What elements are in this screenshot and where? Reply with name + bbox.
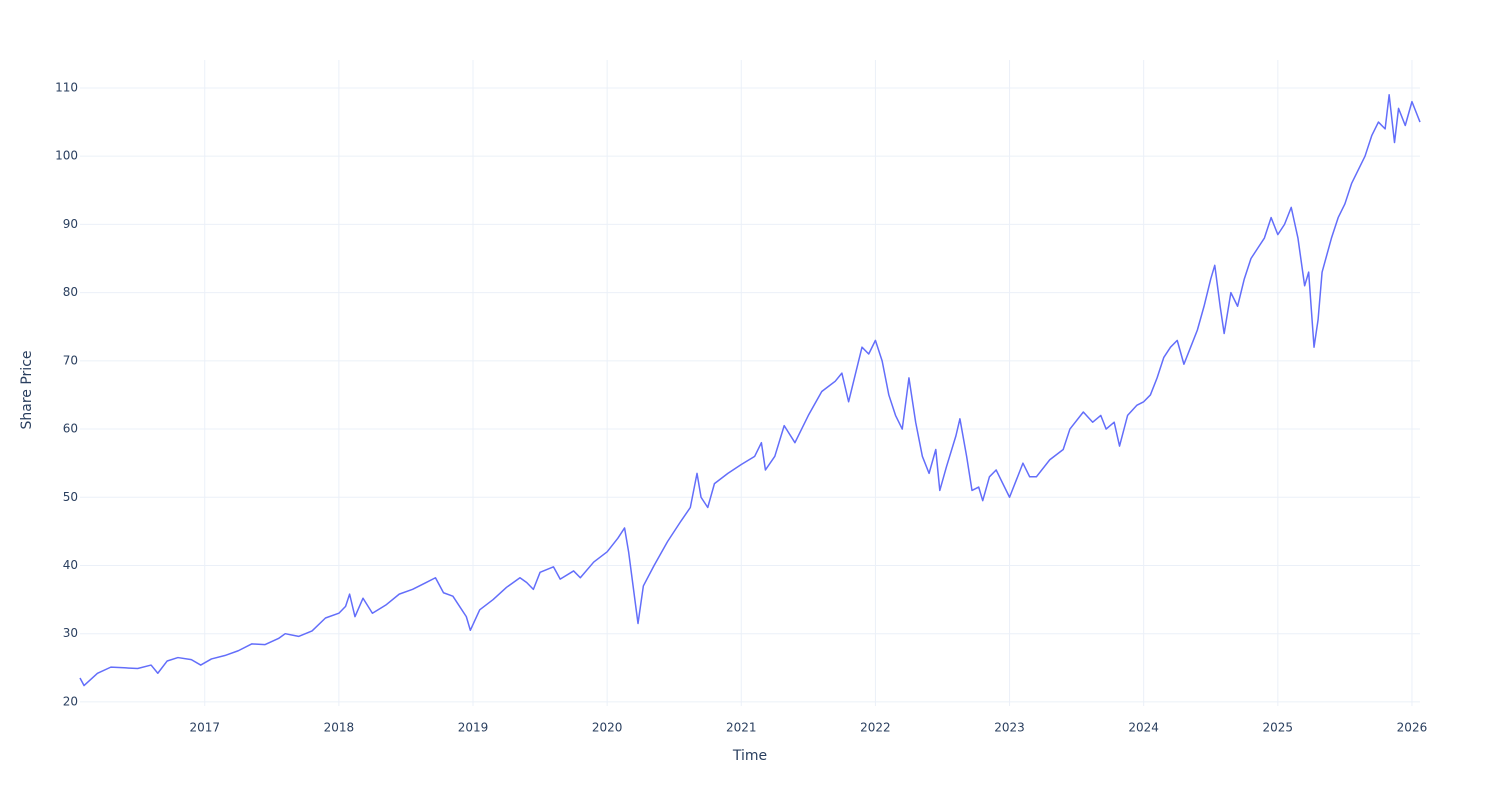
y-tick-label: 60 (63, 422, 78, 436)
x-tick-label: 2024 (1128, 721, 1159, 735)
x-tick-label: 2019 (458, 721, 489, 735)
y-tick-label: 40 (63, 558, 78, 572)
y-tick-label: 100 (55, 149, 78, 163)
y-tick-label: 30 (63, 626, 78, 640)
x-tick-label: 2025 (1263, 721, 1294, 735)
x-tick-label: 2026 (1397, 721, 1428, 735)
y-tick-label: 90 (63, 217, 78, 231)
x-tick-label: 2021 (726, 721, 757, 735)
y-tick-label: 80 (63, 285, 78, 299)
y-tick-label: 110 (55, 80, 78, 94)
y-tick-label: 50 (63, 490, 78, 504)
y-tick-label: 70 (63, 353, 78, 367)
x-axis-title: Time (732, 748, 767, 764)
y-axis-title: Share Price (19, 350, 35, 429)
x-tick-label: 2017 (189, 721, 220, 735)
x-tick-label: 2018 (324, 721, 355, 735)
price-line (79, 94, 1421, 687)
x-tick-label: 2022 (860, 721, 891, 735)
y-tick-label: 20 (63, 694, 78, 708)
x-tick-label: 2023 (994, 721, 1025, 735)
x-tick-label: 2020 (592, 721, 623, 735)
